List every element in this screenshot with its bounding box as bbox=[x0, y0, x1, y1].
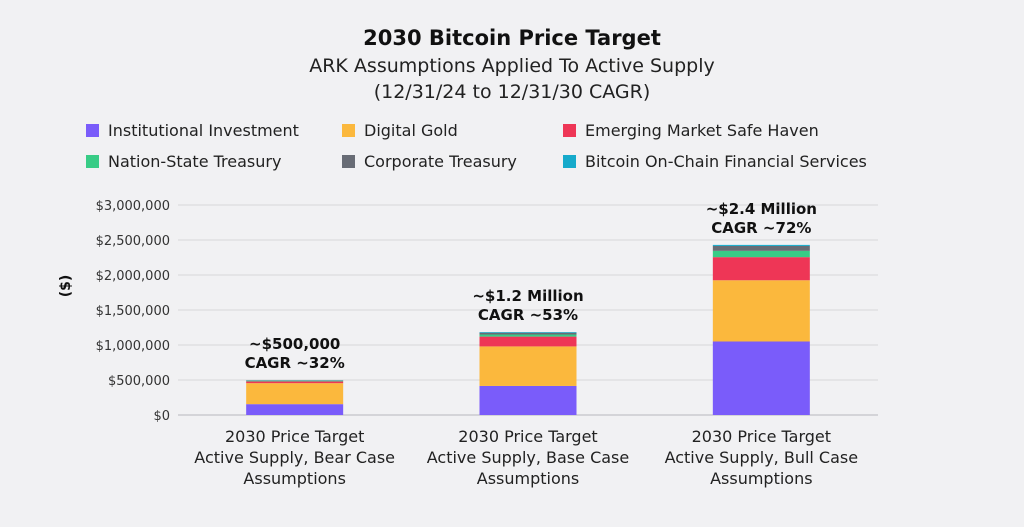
bar-segment bbox=[479, 334, 577, 337]
y-tick-label: $2,000,000 bbox=[96, 269, 170, 284]
legend-item-corporate: Corporate Treasury bbox=[342, 152, 517, 171]
y-tick-label: $1,000,000 bbox=[96, 339, 170, 354]
legend-item-on-chain: Bitcoin On-Chain Financial Services bbox=[563, 152, 867, 171]
y-tick-label: $0 bbox=[153, 409, 170, 424]
x-category-label: Active Supply, Bull Case bbox=[665, 448, 859, 467]
legend-label-on-chain: Bitcoin On-Chain Financial Services bbox=[585, 152, 867, 171]
bar-segment bbox=[479, 336, 577, 347]
subtitle-line-2: (12/31/24 to 12/31/30 CAGR) bbox=[373, 81, 651, 103]
bar-segment bbox=[712, 244, 810, 246]
legend-label-corporate: Corporate Treasury bbox=[364, 152, 517, 171]
x-category-label: 2030 Price Target bbox=[692, 427, 831, 446]
bar-segment bbox=[479, 332, 577, 333]
bar-cagr-label: CAGR ~32% bbox=[245, 354, 345, 372]
bar-segment bbox=[712, 245, 810, 251]
legend-label-digital-gold: Digital Gold bbox=[364, 121, 458, 140]
legend-swatch-institutional bbox=[86, 124, 99, 137]
legend-swatch-on-chain bbox=[563, 155, 576, 168]
legend-item-nation-state: Nation-State Treasury bbox=[86, 152, 281, 171]
x-category-label: 2030 Price Target bbox=[458, 427, 597, 446]
legend-swatch-nation-state bbox=[86, 155, 99, 168]
y-tick-label: $1,500,000 bbox=[96, 304, 170, 319]
bar-segment bbox=[479, 385, 577, 415]
bar-segment bbox=[246, 383, 344, 405]
bar-segment bbox=[479, 346, 577, 386]
x-category-label: Assumptions bbox=[477, 469, 579, 488]
x-category-label: Active Supply, Bear Case bbox=[194, 448, 395, 467]
y-tick-label: $2,500,000 bbox=[96, 234, 170, 249]
bar-cagr-label: CAGR ~72% bbox=[711, 219, 811, 237]
bar-segment bbox=[712, 257, 810, 281]
legend-swatch-digital-gold bbox=[342, 124, 355, 137]
bar-segment bbox=[712, 341, 810, 415]
x-category-label: Active Supply, Base Case bbox=[427, 448, 629, 467]
bar-segment bbox=[712, 250, 810, 258]
bar-segment bbox=[246, 381, 344, 384]
legend-label-nation-state: Nation-State Treasury bbox=[108, 152, 282, 171]
legend-item-institutional: Institutional Investment bbox=[86, 121, 299, 140]
legend-label-institutional: Institutional Investment bbox=[108, 121, 299, 140]
bar-total-label: ~$500,000 bbox=[249, 335, 340, 353]
bar-cagr-label: CAGR ~53% bbox=[478, 306, 578, 324]
legend-swatch-emerging-market bbox=[563, 124, 576, 137]
legend-label-emerging-market: Emerging Market Safe Haven bbox=[585, 121, 819, 140]
subtitle-line-1: ARK Assumptions Applied To Active Supply bbox=[309, 55, 715, 77]
bars-layer bbox=[246, 244, 810, 415]
bar-segment bbox=[712, 280, 810, 342]
legend-item-emerging-market: Emerging Market Safe Haven bbox=[563, 121, 819, 140]
x-category-label: 2030 Price Target bbox=[225, 427, 364, 446]
y-tick-label: $500,000 bbox=[108, 374, 170, 389]
bar-total-label: ~$1.2 Million bbox=[472, 287, 583, 305]
x-category-label: Assumptions bbox=[243, 469, 345, 488]
legend-swatch-corporate bbox=[342, 155, 355, 168]
y-tick-label: $3,000,000 bbox=[96, 199, 170, 214]
chart-title: 2030 Bitcoin Price Target bbox=[363, 26, 661, 50]
x-category-label: Assumptions bbox=[710, 469, 812, 488]
bar-segment bbox=[246, 380, 344, 382]
y-axis-label: ($) bbox=[58, 275, 74, 298]
chart-subtitle: ARK Assumptions Applied To Active Supply… bbox=[0, 53, 1024, 105]
bar-segment bbox=[479, 332, 577, 335]
legend-item-digital-gold: Digital Gold bbox=[342, 121, 458, 140]
bar-total-label: ~$2.4 Million bbox=[706, 200, 817, 218]
bar-segment bbox=[246, 404, 344, 415]
